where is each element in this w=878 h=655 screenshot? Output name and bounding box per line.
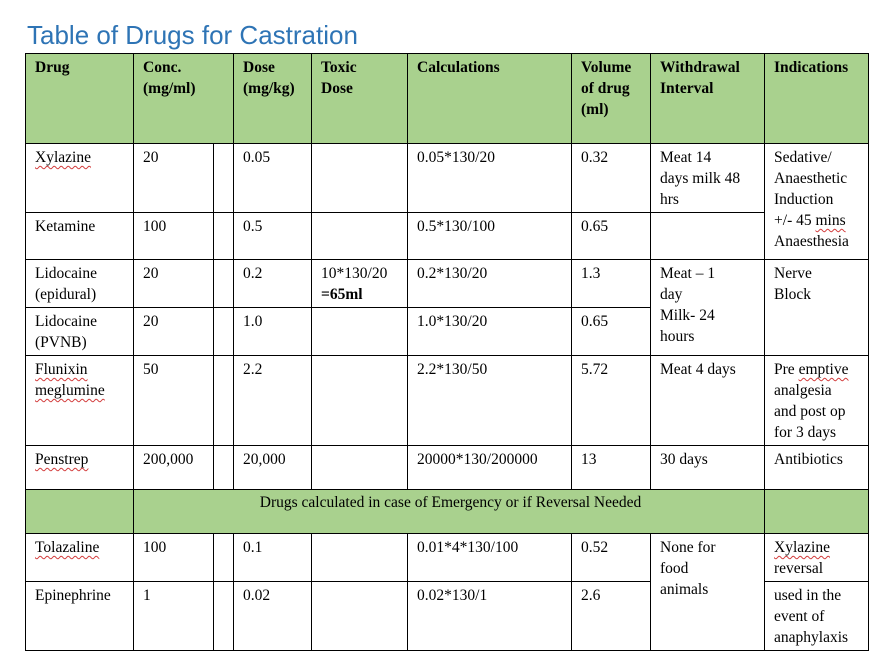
toxic-cell (311, 445, 409, 490)
withdrawal-cell: Meat 14 days milk 48 hrs (650, 143, 766, 213)
volume-cell: 5.72 (571, 355, 652, 446)
toxic-cell (311, 581, 409, 651)
conc-cell: 1 (133, 581, 214, 651)
spacer-cell (212, 143, 235, 213)
table-row: Ketamine 100 0.5 0.5*130/100 0.65 (25, 212, 869, 260)
drug-cell: Ketamine (25, 212, 134, 260)
dose-cell: 0.2 (233, 259, 313, 308)
emergency-band-row: Drugs calculated in case of Emergency or… (25, 489, 870, 534)
indication-sedative-cell: Sedative/Anaesthetic Induction +/- 45 mins… (764, 143, 870, 260)
dose-cell: 0.1 (233, 533, 313, 582)
calc-cell: 20000*130/200000 (407, 445, 573, 490)
header-withdrawal: Withdrawal Interval (650, 53, 766, 144)
withdrawal-cell: 30 days (650, 445, 766, 490)
spacer-cell (212, 533, 235, 582)
header-dose: Dose (mg/kg) (233, 53, 313, 144)
drug-cell: Lidocaine (PVNB) (25, 307, 134, 356)
drug-cell: Epinephrine (25, 581, 134, 651)
withdrawal-cell (650, 212, 766, 260)
conc-cell: 100 (133, 212, 214, 260)
volume-cell: 0.65 (571, 307, 652, 356)
table-row: Lidocaine (PVNB) 20 1.0 1.0*130/20 0.65 (25, 307, 869, 356)
calc-cell: 0.01*4*130/100 (407, 533, 573, 582)
spacer-cell (212, 355, 235, 446)
conc-cell: 100 (133, 533, 214, 582)
table-row: Penstrep 200,000 20,000 20000*130/200000… (25, 445, 870, 490)
toxic-cell (311, 143, 409, 213)
drug-cell: Xylazine (25, 143, 134, 213)
emergency-band-label: Drugs calculated in case of Emergency or… (132, 489, 766, 534)
drug-table-container: Drug Conc. (mg/ml) Dose (mg/kg) Toxic Dose … (25, 53, 870, 651)
drug-cell: Flunixin meglumine (25, 355, 134, 446)
header-volume: Volume of drug (ml) (571, 53, 652, 144)
spacer-cell (212, 581, 235, 651)
spacer-cell (212, 445, 235, 490)
header-calculations: Calculations (407, 53, 573, 144)
spacer-cell (212, 307, 235, 356)
spacer-cell (212, 212, 235, 260)
volume-cell: 0.65 (571, 212, 652, 260)
indication-cell: Xylazine reversal (764, 533, 870, 582)
table-row: Xylazine 20 0.05 0.05*130/20 0.32 Meat 1… (25, 143, 870, 260)
dose-cell: 0.02 (233, 581, 313, 651)
conc-cell: 20 (133, 259, 214, 308)
conc-cell: 20 (133, 307, 214, 356)
calc-cell: 0.02*130/1 (407, 581, 573, 651)
drug-table: Drug Conc. (mg/ml) Dose (mg/kg) Toxic Dose … (25, 53, 870, 651)
indication-nerve-block-cell: Nerve Block (764, 259, 870, 356)
conc-cell: 50 (133, 355, 214, 446)
dose-cell: 0.05 (233, 143, 313, 213)
calc-cell: 2.2*130/50 (407, 355, 573, 446)
table-row: Epinephrine 1 0.02 0.02*130/1 2.6 used i… (25, 581, 870, 651)
volume-cell: 1.3 (571, 259, 652, 308)
dose-cell: 0.5 (233, 212, 313, 260)
drug-cell: Lidocaine (epidural) (25, 259, 134, 308)
volume-cell: 0.52 (571, 533, 652, 582)
page-title: Table of Drugs for Castration (27, 20, 358, 50)
calc-cell: 1.0*130/20 (407, 307, 573, 356)
volume-cell: 0.32 (571, 143, 652, 213)
dose-cell: 2.2 (233, 355, 313, 446)
conc-cell: 20 (133, 143, 214, 213)
withdrawal-cell: Meat 4 days (650, 355, 766, 446)
calc-cell: 0.2*130/20 (407, 259, 573, 308)
drug-cell: Tolazaline (25, 533, 134, 582)
volume-cell: 2.6 (571, 581, 652, 651)
withdrawal-lidocaine-cell: Meat – 1 day Milk- 24 hours (650, 259, 766, 356)
header-indications: Indications (764, 53, 870, 144)
header-drug: Drug (25, 53, 134, 144)
dose-cell: 20,000 (233, 445, 313, 490)
header-row: Drug Conc. (mg/ml) Dose (mg/kg) Toxic Dose … (25, 53, 870, 144)
calc-cell: 0.5*130/100 (407, 212, 573, 260)
toxic-cell (311, 355, 409, 446)
conc-cell: 200,000 (133, 445, 214, 490)
drug-cell: Penstrep (25, 445, 134, 490)
toxic-cell (311, 533, 409, 582)
calc-cell: 0.05*130/20 (407, 143, 573, 213)
table-row: Flunixin meglumine 50 2.2 2.2*130/50 5.72… (25, 355, 870, 446)
spacer-cell (212, 259, 235, 308)
header-conc: Conc. (mg/ml) (132, 53, 235, 144)
band-right-cell (764, 489, 870, 534)
indication-cell: used in the event of anaphylaxis (764, 581, 870, 651)
dose-cell: 1.0 (233, 307, 313, 356)
toxic-cell (311, 212, 409, 260)
band-left-cell (25, 489, 134, 534)
volume-cell: 13 (571, 445, 652, 490)
indication-cell: Antibiotics (764, 445, 870, 490)
indication-cell: Pre emptive analgesia and post op for 3 day… (764, 355, 870, 446)
toxic-cell: 10*130/20 =65ml (311, 259, 409, 308)
withdrawal-reversal-cell: None for food animals (650, 533, 766, 651)
header-toxic-dose: Toxic Dose (311, 53, 409, 144)
toxic-cell (311, 307, 409, 356)
table-row: Tolazaline 100 0.1 0.01*4*130/100 0.52 N… (25, 533, 870, 651)
table-row: Lidocaine (epidural) 20 0.2 10*130/20 =65m… (25, 259, 870, 356)
